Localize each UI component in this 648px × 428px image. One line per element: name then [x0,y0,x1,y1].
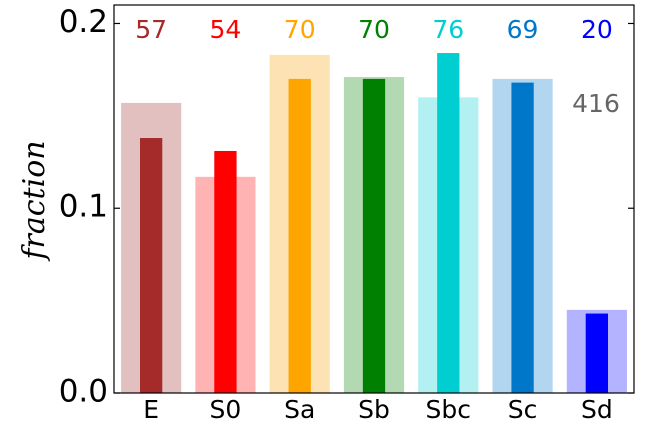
count-label: 20 [581,15,613,44]
count-label: 69 [507,15,539,44]
x-tick-label: Sb [358,395,390,424]
count-label: 54 [210,15,242,44]
y-tick-label: 0.1 [59,189,108,225]
bar [288,78,311,394]
bar [511,82,534,393]
count-label: 57 [135,15,167,44]
bar [585,313,608,393]
x-tick-label: Sa [284,395,315,424]
y-tick-label: 0.0 [59,374,108,410]
y-axis-label: fraction [17,140,52,261]
bar [362,78,386,394]
x-tick-label: Sc [508,395,538,424]
x-tick-label: Sd [581,395,613,424]
bar [140,138,163,393]
bar [437,53,460,394]
bar [214,150,237,393]
count-label: 70 [284,15,316,44]
count-label: 70 [358,15,390,44]
total-count-label: 416 [572,89,620,118]
plot-frame [113,4,635,394]
x-tick-label: S0 [210,395,242,424]
y-tick-label: 0.2 [59,4,108,40]
x-tick-label: E [143,395,159,424]
count-label: 76 [432,15,464,44]
x-tick-label: Sbc [426,395,471,424]
